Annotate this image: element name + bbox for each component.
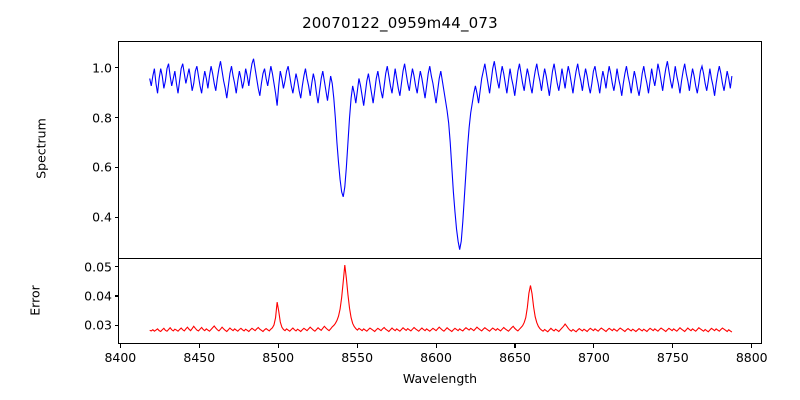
figure-title: 20070122_0959m44_073 [302,14,498,32]
x-tick-mark [435,344,437,348]
y-tick-label: 1.0 [92,60,112,76]
y-tick-label: 0.03 [84,317,112,333]
y-tick-mark [114,117,118,119]
y-tick-label: 0.05 [84,259,112,275]
spectrum-plot-panel [118,41,762,259]
y-axis-label-error: Error [27,285,43,316]
y-tick-mark [114,324,118,326]
y-tick-mark [114,265,118,268]
y-tick-label: 0.8 [92,110,112,126]
y-axis-label-spectrum: Spectrum [33,118,49,179]
x-tick-label: 8600 [420,350,452,365]
x-tick-mark [514,344,516,348]
x-tick-mark [277,344,279,348]
y-tick-label: 0.4 [92,209,112,225]
y-tick-mark [114,216,118,218]
x-tick-mark [356,344,358,348]
x-tick-label: 8650 [499,350,531,365]
y-tick-mark [114,295,118,297]
y-tick-mark [114,166,118,168]
y-tick-label: 0.6 [92,159,112,175]
x-tick-mark [593,344,595,348]
x-tick-label: 8400 [104,350,137,365]
spectrum-series-plot [119,42,761,258]
x-tick-mark [751,344,753,348]
error-plot-panel [118,258,762,344]
x-tick-label: 8450 [183,350,216,365]
x-axis-label: Wavelength [402,371,478,386]
spectrum-data-line [150,59,732,250]
x-tick-mark [198,344,200,348]
x-tick-label: 8700 [577,350,610,365]
x-tick-label: 8500 [262,350,295,365]
y-tick-label: 0.04 [84,288,112,304]
x-tick-label: 8550 [341,350,374,365]
x-tick-mark [672,344,674,348]
x-tick-label: 8800 [735,350,768,365]
x-tick-label: 8750 [656,350,689,365]
error-series-plot [119,259,761,343]
y-tick-mark [114,67,118,69]
x-tick-mark [119,344,121,348]
error-data-line [150,265,732,332]
